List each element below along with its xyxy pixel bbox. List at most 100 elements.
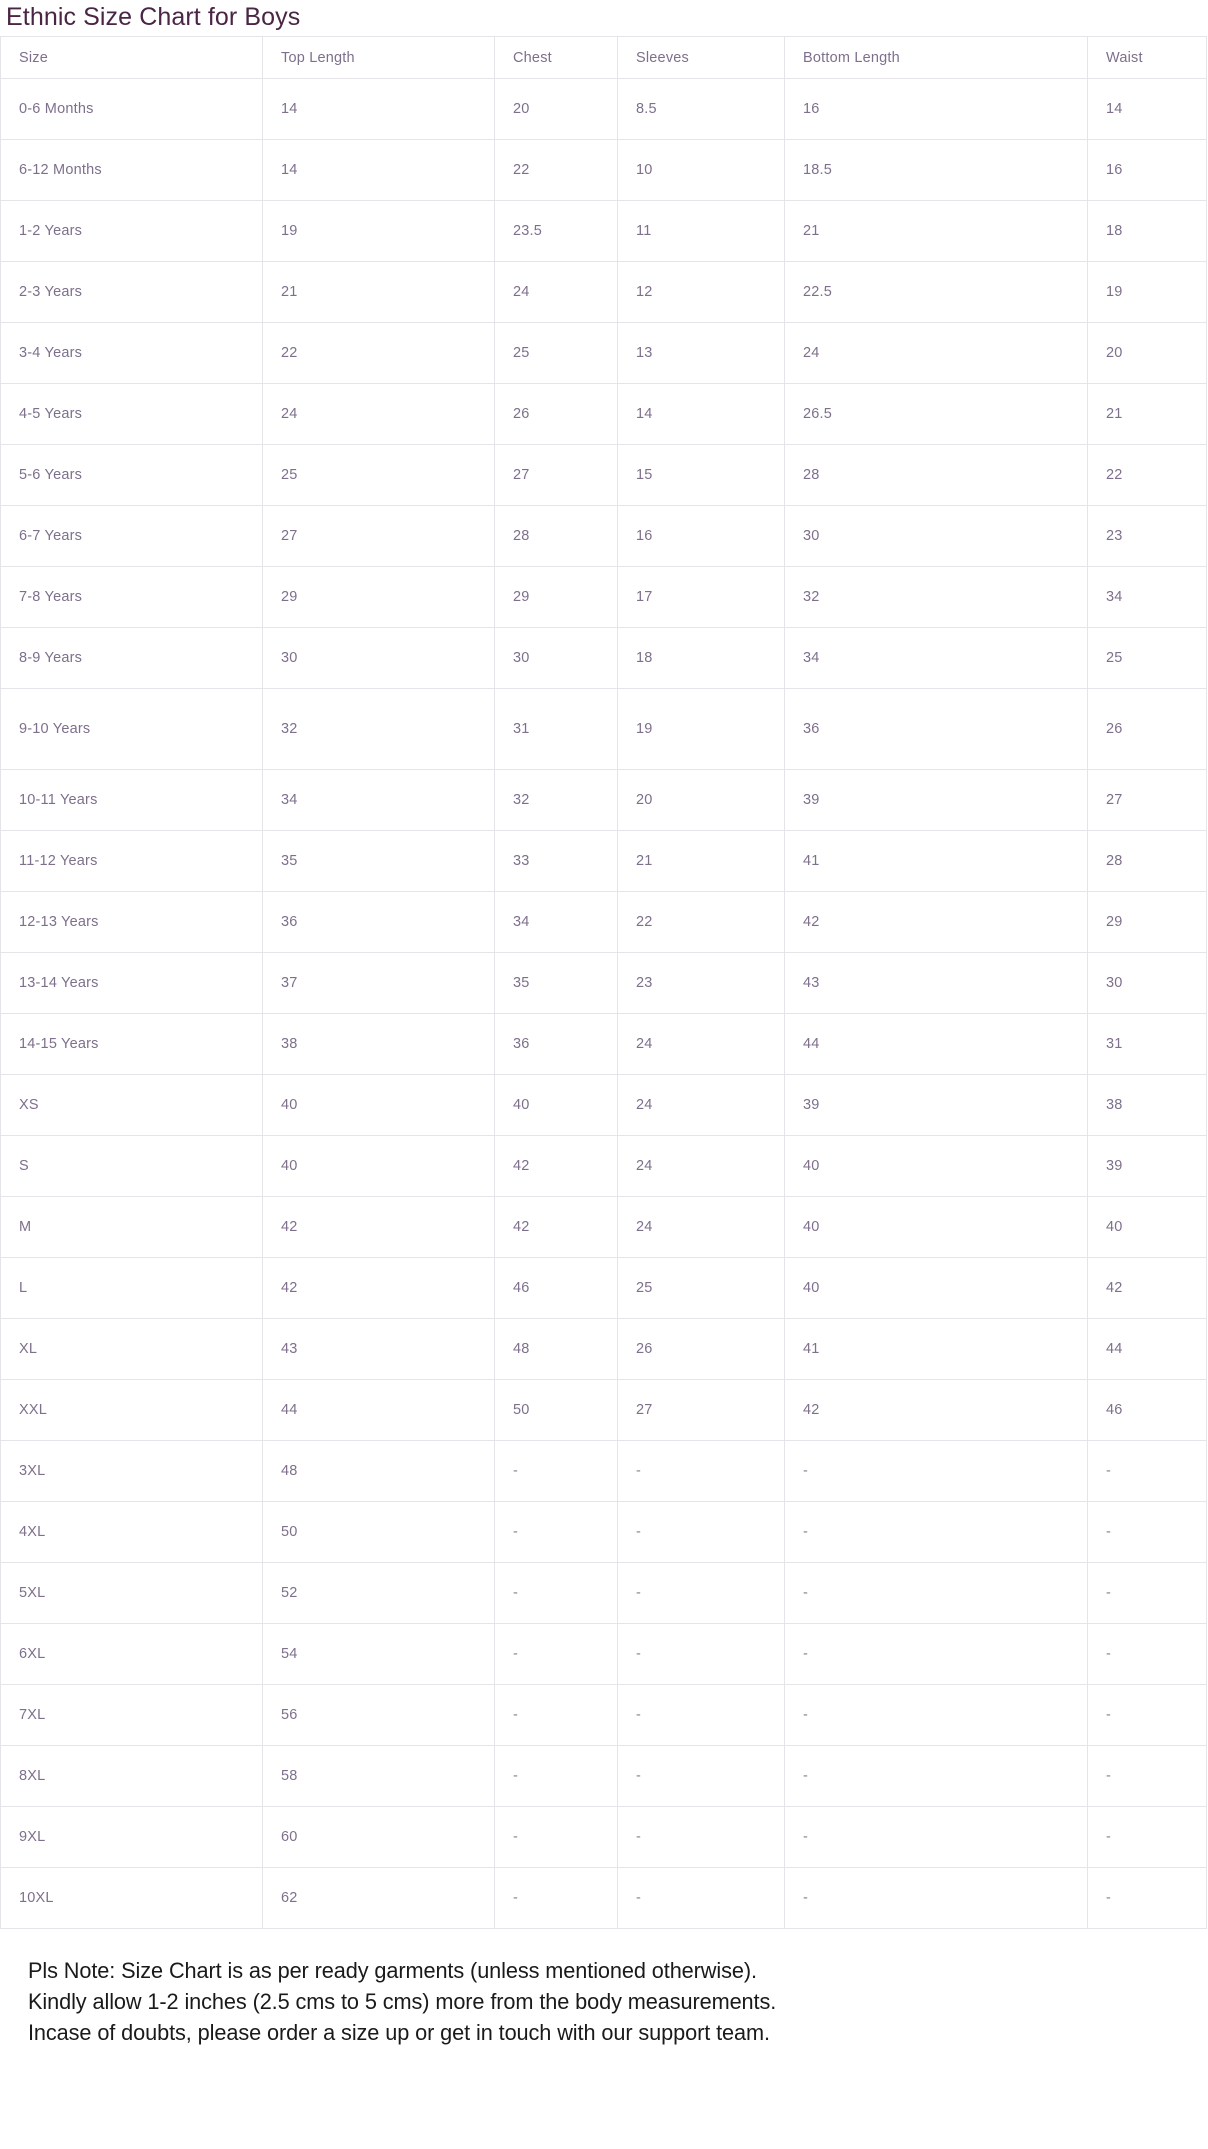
cell-top-length: 37	[262, 952, 495, 1014]
cell-bottom-length: 39	[784, 1074, 1088, 1136]
cell-waist: 14	[1087, 78, 1207, 140]
cell-top-length: 48	[262, 1440, 495, 1502]
cell-chest: 26	[494, 383, 618, 445]
cell-waist: 18	[1087, 200, 1207, 262]
cell-sleeves: 21	[617, 830, 785, 892]
cell-top-length: 52	[262, 1562, 495, 1624]
table-row: 9-10 Years 32 31 19 36 26	[0, 688, 1207, 770]
cell-bottom-length: 32	[784, 566, 1088, 628]
cell-chest: -	[494, 1867, 618, 1929]
column-header-waist: Waist	[1087, 36, 1207, 79]
cell-sleeves: -	[617, 1501, 785, 1563]
cell-size: S	[0, 1135, 263, 1197]
cell-chest: 34	[494, 891, 618, 953]
cell-sleeves: -	[617, 1806, 785, 1868]
cell-top-length: 35	[262, 830, 495, 892]
cell-top-length: 24	[262, 383, 495, 445]
column-header-chest: Chest	[494, 36, 618, 79]
cell-sleeves: 14	[617, 383, 785, 445]
cell-sleeves: 20	[617, 769, 785, 831]
cell-sleeves: 10	[617, 139, 785, 201]
cell-top-length: 14	[262, 78, 495, 140]
cell-sleeves: 24	[617, 1135, 785, 1197]
note-line-1: Pls Note: Size Chart is as per ready gar…	[28, 1958, 757, 1983]
cell-waist: 29	[1087, 891, 1207, 953]
cell-sleeves: 11	[617, 200, 785, 262]
cell-bottom-length: 43	[784, 952, 1088, 1014]
cell-waist: 34	[1087, 566, 1207, 628]
cell-top-length: 42	[262, 1196, 495, 1258]
cell-chest: 29	[494, 566, 618, 628]
table-row: 7XL 56- - - -	[0, 1684, 1207, 1746]
cell-size: L	[0, 1257, 263, 1319]
cell-chest: 27	[494, 444, 618, 506]
cell-bottom-length: -	[784, 1745, 1088, 1807]
table-row: 10-11 Years 34 32 20 39 27	[0, 769, 1207, 831]
table-row: 6XL 54- - - -	[0, 1623, 1207, 1685]
table-row: 0-6 Months 14 20 8.5 16 14	[0, 78, 1207, 140]
cell-top-length: 27	[262, 505, 495, 567]
cell-top-length: 60	[262, 1806, 495, 1868]
cell-waist: 38	[1087, 1074, 1207, 1136]
table-row: 10XL 62- - - -	[0, 1867, 1207, 1929]
cell-size: 0-6 Months	[0, 78, 263, 140]
table-row: 5-6 Years 25 27 15 28 22	[0, 444, 1207, 506]
table-row: 8XL 58- - - -	[0, 1745, 1207, 1807]
cell-chest: 36	[494, 1013, 618, 1075]
cell-chest: 33	[494, 830, 618, 892]
cell-bottom-length: 22.5	[784, 261, 1088, 323]
cell-size: XXL	[0, 1379, 263, 1441]
cell-waist: 46	[1087, 1379, 1207, 1441]
table-row: 13-14 Years 37 35 23 43 30	[0, 952, 1207, 1014]
cell-waist: 42	[1087, 1257, 1207, 1319]
cell-size: XS	[0, 1074, 263, 1136]
cell-size: 6-12 Months	[0, 139, 263, 201]
cell-waist: -	[1087, 1867, 1207, 1929]
cell-waist: 39	[1087, 1135, 1207, 1197]
cell-waist: 30	[1087, 952, 1207, 1014]
cell-sleeves: 18	[617, 627, 785, 689]
cell-sleeves: 17	[617, 566, 785, 628]
cell-top-length: 34	[262, 769, 495, 831]
cell-chest: -	[494, 1440, 618, 1502]
cell-waist: -	[1087, 1806, 1207, 1868]
cell-top-length: 14	[262, 139, 495, 201]
size-chart-note: Pls Note: Size Chart is as per ready gar…	[0, 1929, 1208, 2048]
cell-top-length: 22	[262, 322, 495, 384]
cell-size: 6-7 Years	[0, 505, 263, 567]
cell-bottom-length: 28	[784, 444, 1088, 506]
cell-chest: -	[494, 1562, 618, 1624]
cell-size: 8XL	[0, 1745, 263, 1807]
cell-sleeves: 24	[617, 1013, 785, 1075]
cell-top-length: 44	[262, 1379, 495, 1441]
cell-bottom-length: -	[784, 1806, 1088, 1868]
cell-chest: 24	[494, 261, 618, 323]
table-row: 3XL 48- - - -	[0, 1440, 1207, 1502]
cell-sleeves: -	[617, 1684, 785, 1746]
cell-chest: 48	[494, 1318, 618, 1380]
cell-waist: 40	[1087, 1196, 1207, 1258]
cell-sleeves: 25	[617, 1257, 785, 1319]
cell-bottom-length: 41	[784, 1318, 1088, 1380]
page-title: Ethnic Size Chart for Boys	[6, 3, 301, 31]
cell-size: 12-13 Years	[0, 891, 263, 953]
table-row: 9XL 60- - - -	[0, 1806, 1207, 1868]
cell-bottom-length: 40	[784, 1135, 1088, 1197]
table-row: 5XL 52- - - -	[0, 1562, 1207, 1624]
cell-sleeves: 26	[617, 1318, 785, 1380]
cell-size: XL	[0, 1318, 263, 1380]
cell-top-length: 21	[262, 261, 495, 323]
table-body: 0-6 Months 14 20 8.5 16 14 6-12 Months 14 22 10 18…	[0, 78, 1207, 1929]
table-row: 4-5 Years 24 26 14 26.5 21	[0, 383, 1207, 445]
cell-waist: 20	[1087, 322, 1207, 384]
cell-top-length: 32	[262, 688, 495, 770]
cell-size: 7XL	[0, 1684, 263, 1746]
cell-waist: 26	[1087, 688, 1207, 770]
table-row: 3-4 Years 22 25 13 24 20	[0, 322, 1207, 384]
cell-bottom-length: 40	[784, 1196, 1088, 1258]
table-header: Size Top Length Chest Sleeves Bottom Len…	[0, 36, 1207, 79]
cell-size: 10-11 Years	[0, 769, 263, 831]
table-row: XS 40 40 24 39 38	[0, 1074, 1207, 1136]
table-row: 8-9 Years 30 30 18 34 25	[0, 627, 1207, 689]
cell-chest: 35	[494, 952, 618, 1014]
